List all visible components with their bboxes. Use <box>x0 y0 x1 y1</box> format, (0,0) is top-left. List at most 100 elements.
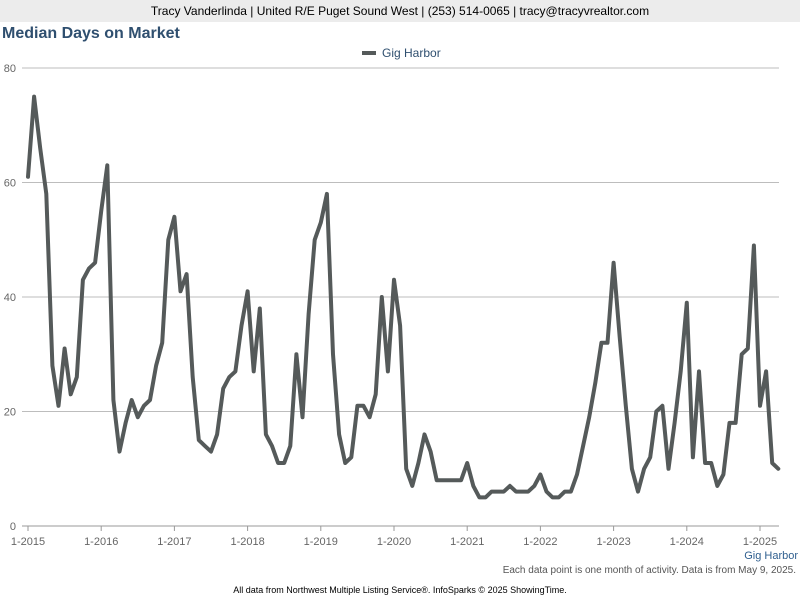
y-tick-label: 20 <box>4 407 16 419</box>
data-point <box>649 456 652 459</box>
data-point <box>612 261 615 264</box>
data-point <box>630 467 633 470</box>
legend-swatch <box>362 51 376 55</box>
data-point <box>508 484 511 487</box>
data-point <box>490 490 493 493</box>
data-point <box>576 473 579 476</box>
data-point <box>698 370 701 373</box>
data-point <box>429 450 432 453</box>
data-point <box>258 307 261 310</box>
x-tick-label: 1-2024 <box>670 536 704 548</box>
contact-text: Tracy Vanderlinda | United R/E Puget Sou… <box>150 4 650 18</box>
x-tick-label: 1-2020 <box>377 536 411 548</box>
data-point <box>45 192 48 195</box>
data-point <box>478 496 481 499</box>
data-point <box>441 479 444 482</box>
data-point <box>460 479 463 482</box>
footer-note: Each data point is one month of activity… <box>502 565 796 576</box>
data-point <box>679 370 682 373</box>
data-point <box>386 370 389 373</box>
data-point <box>655 410 658 413</box>
data-point <box>417 462 420 465</box>
data-point <box>203 444 206 447</box>
data-point <box>338 433 341 436</box>
data-point <box>161 341 164 344</box>
data-point <box>502 490 505 493</box>
data-point <box>588 416 591 419</box>
data-point <box>234 370 237 373</box>
data-point <box>100 210 103 213</box>
data-point <box>51 364 54 367</box>
data-point <box>191 376 194 379</box>
data-point <box>136 416 139 419</box>
data-point <box>344 462 347 465</box>
data-point <box>691 456 694 459</box>
data-point <box>350 456 353 459</box>
data-point <box>667 467 670 470</box>
y-tick-label: 60 <box>4 178 16 190</box>
data-point <box>69 393 72 396</box>
chart-legend: Gig Harbor <box>362 46 441 60</box>
data-point <box>222 387 225 390</box>
data-point <box>771 462 774 465</box>
data-point <box>295 353 298 356</box>
data-point <box>307 313 310 316</box>
data-point <box>728 421 731 424</box>
y-tick-label: 40 <box>4 292 16 304</box>
data-point <box>618 336 621 339</box>
data-point <box>155 364 158 367</box>
x-tick-label: 1-2019 <box>304 536 338 548</box>
y-tick-label: 80 <box>4 63 16 75</box>
legend-label: Gig Harbor <box>382 46 441 60</box>
data-point <box>594 381 597 384</box>
data-point <box>533 484 536 487</box>
data-point <box>246 290 249 293</box>
data-point <box>600 341 603 344</box>
data-point <box>252 370 255 373</box>
data-point <box>569 490 572 493</box>
data-point <box>716 484 719 487</box>
data-point <box>551 496 554 499</box>
data-point <box>75 376 78 379</box>
x-tick-label: 1-2023 <box>596 536 630 548</box>
data-point <box>673 421 676 424</box>
x-tick-label: 1-2022 <box>523 536 557 548</box>
data-point <box>710 462 713 465</box>
data-point <box>374 393 377 396</box>
data-point <box>319 221 322 224</box>
data-point <box>435 479 438 482</box>
data-point <box>33 95 36 98</box>
data-point <box>185 273 188 276</box>
data-point <box>557 496 560 499</box>
data-point <box>521 490 524 493</box>
data-point <box>447 479 450 482</box>
data-point <box>197 439 200 442</box>
data-point <box>57 404 60 407</box>
data-point <box>130 399 133 402</box>
data-point <box>496 490 499 493</box>
data-point <box>216 433 219 436</box>
data-point <box>454 479 457 482</box>
data-point <box>624 404 627 407</box>
x-tick-label: 1-2025 <box>743 536 777 548</box>
data-point <box>606 341 609 344</box>
data-point <box>685 301 688 304</box>
data-point <box>539 473 542 476</box>
data-point <box>740 353 743 356</box>
x-tick-label: 1-2016 <box>84 536 118 548</box>
data-point <box>527 490 530 493</box>
data-point <box>313 238 316 241</box>
data-point <box>545 490 548 493</box>
data-point <box>399 324 402 327</box>
data-point <box>704 462 707 465</box>
data-point <box>765 370 768 373</box>
data-point <box>325 192 328 195</box>
data-point <box>722 473 725 476</box>
data-point <box>582 444 585 447</box>
data-point <box>81 278 84 281</box>
data-point <box>380 296 383 299</box>
data-point <box>27 175 30 178</box>
data-point <box>362 404 365 407</box>
data-point <box>88 267 91 270</box>
data-point <box>106 164 109 167</box>
